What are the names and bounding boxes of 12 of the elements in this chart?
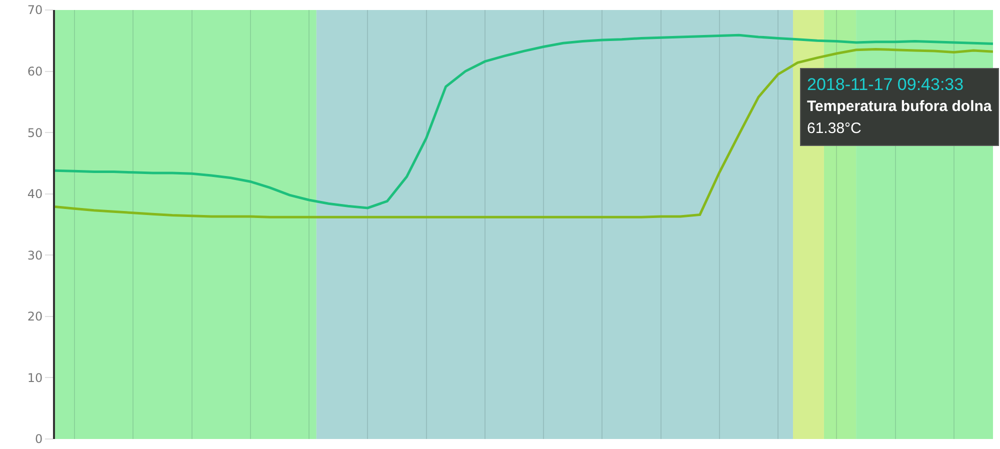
tooltip-panel: 2018-11-17 09:43:33 Temperatura bufora dolna 61.38°C <box>800 68 999 146</box>
y-tick-label: 50 <box>27 126 43 140</box>
annotation: 61.38°C <box>807 119 862 139</box>
y-tick-label: 10 <box>27 370 43 385</box>
y-tick-label: 20 <box>27 310 43 324</box>
y-tick-label: 0 <box>34 432 43 446</box>
y-tick-label: 30 <box>27 248 43 262</box>
annotation: 2018-11-17 09:43:33 <box>807 74 965 96</box>
y-tick-label: 70 <box>27 3 43 18</box>
y-tick-label: 60 <box>27 64 43 78</box>
annotation: Temperatura bufora dolna <box>807 97 992 117</box>
y-tick-label: 40 <box>27 187 43 202</box>
